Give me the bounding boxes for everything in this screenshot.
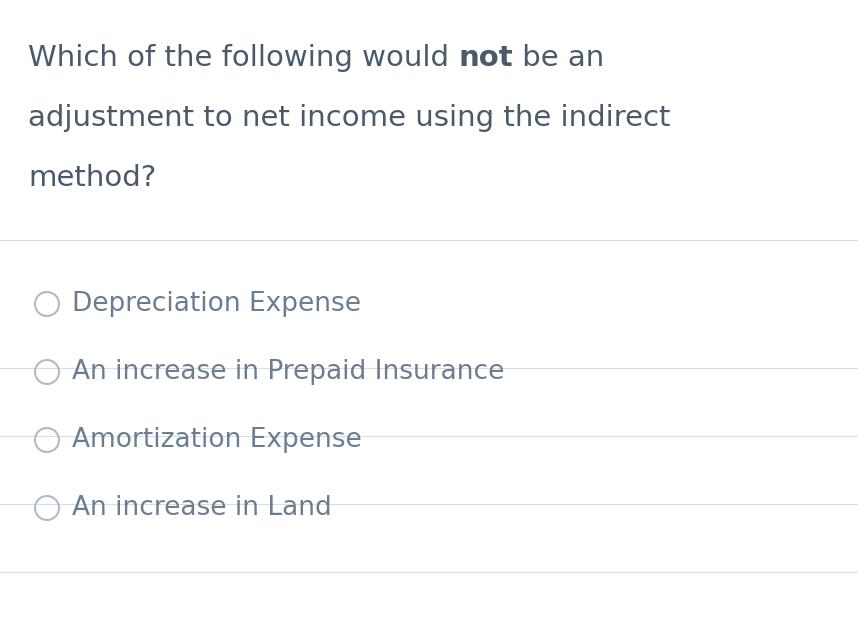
Text: Depreciation Expense: Depreciation Expense <box>72 291 361 317</box>
Text: be an: be an <box>513 44 604 72</box>
Text: Amortization Expense: Amortization Expense <box>72 427 362 453</box>
Text: An increase in Prepaid Insurance: An increase in Prepaid Insurance <box>72 359 505 385</box>
Text: adjustment to net income using the indirect: adjustment to net income using the indir… <box>28 104 670 132</box>
Text: method?: method? <box>28 164 156 192</box>
Text: not: not <box>458 44 513 72</box>
Text: An increase in Land: An increase in Land <box>72 495 332 521</box>
Text: Which of the following would: Which of the following would <box>28 44 458 72</box>
